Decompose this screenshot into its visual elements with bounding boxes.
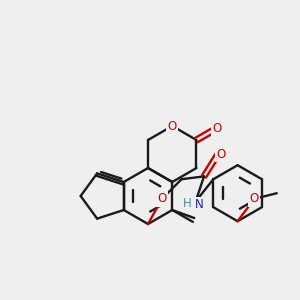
Text: O: O — [158, 192, 166, 205]
Text: O: O — [168, 119, 177, 133]
Text: O: O — [250, 192, 259, 205]
Text: H: H — [183, 197, 192, 210]
Text: N: N — [195, 198, 204, 211]
Text: O: O — [212, 122, 222, 135]
Text: O: O — [216, 148, 226, 160]
